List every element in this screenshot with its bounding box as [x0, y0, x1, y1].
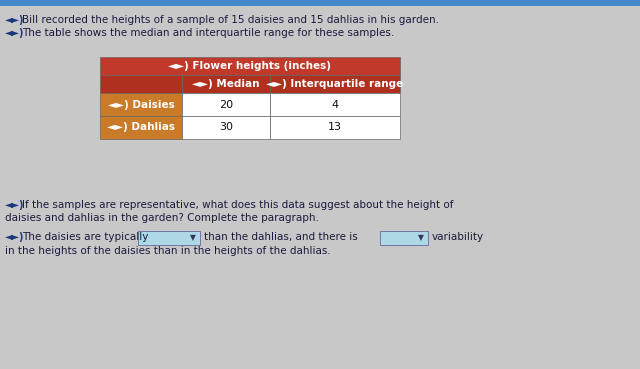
FancyBboxPatch shape [0, 0, 640, 6]
Text: 30: 30 [219, 123, 233, 132]
FancyBboxPatch shape [100, 75, 182, 93]
Text: ▼: ▼ [190, 234, 196, 242]
Text: ◄►) Daisies: ◄►) Daisies [108, 100, 174, 110]
Text: than the dahlias, and there is: than the dahlias, and there is [204, 232, 358, 242]
FancyBboxPatch shape [182, 116, 270, 139]
Text: ◄►) Flower heights (inches): ◄►) Flower heights (inches) [168, 61, 332, 71]
FancyBboxPatch shape [270, 75, 400, 93]
Text: ◄►): ◄►) [5, 28, 24, 38]
Text: daisies and dahlias in the garden? Complete the paragraph.: daisies and dahlias in the garden? Compl… [5, 213, 319, 223]
Text: The table shows the median and interquartile range for these samples.: The table shows the median and interquar… [22, 28, 394, 38]
Text: The daisies are typically: The daisies are typically [22, 232, 148, 242]
Text: in the heights of the daisies than in the heights of the dahlias.: in the heights of the daisies than in th… [5, 246, 331, 256]
Text: 13: 13 [328, 123, 342, 132]
Text: ◄►) Dahlias: ◄►) Dahlias [107, 123, 175, 132]
Text: variability: variability [432, 232, 484, 242]
FancyBboxPatch shape [100, 116, 182, 139]
Text: ◄►): ◄►) [5, 15, 24, 25]
Text: 4: 4 [332, 100, 339, 110]
Text: ◄►): ◄►) [5, 232, 24, 242]
FancyBboxPatch shape [270, 116, 400, 139]
FancyBboxPatch shape [380, 231, 428, 245]
FancyBboxPatch shape [270, 93, 400, 116]
Text: Bill recorded the heights of a sample of 15 daisies and 15 dahlias in his garden: Bill recorded the heights of a sample of… [22, 15, 439, 25]
FancyBboxPatch shape [182, 75, 270, 93]
FancyBboxPatch shape [182, 93, 270, 116]
FancyBboxPatch shape [100, 57, 400, 75]
Text: 20: 20 [219, 100, 233, 110]
Text: ◄►) Interquartile range: ◄►) Interquartile range [266, 79, 404, 89]
Text: ◄►) Median: ◄►) Median [192, 79, 260, 89]
Text: ◄►): ◄►) [5, 200, 24, 210]
Text: If the samples are representative, what does this data suggest about the height : If the samples are representative, what … [22, 200, 454, 210]
FancyBboxPatch shape [138, 231, 200, 245]
Text: ▼: ▼ [418, 234, 424, 242]
FancyBboxPatch shape [100, 93, 182, 116]
